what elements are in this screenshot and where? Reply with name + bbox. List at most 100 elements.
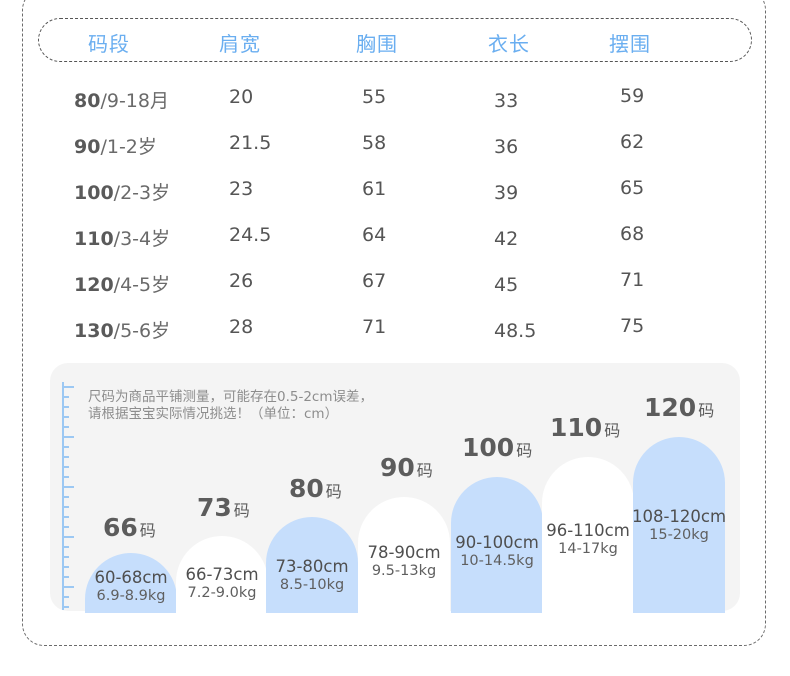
height-range: 90-100cm <box>455 533 539 552</box>
size-bar: 96-110cm 14-17kg <box>542 457 634 613</box>
ruler-tick <box>62 526 69 528</box>
row-size-label: 110/3-4岁 <box>74 224 170 251</box>
size-label: 110 码 <box>550 413 620 442</box>
length-value: 39 <box>494 182 519 204</box>
weight-range: 14-17kg <box>558 541 618 557</box>
size-unit: 码 <box>516 441 533 460</box>
weight-range: 10-14.5kg <box>460 553 534 569</box>
size-unit: 码 <box>139 521 156 540</box>
size-label: 90 码 <box>380 453 433 482</box>
height-range: 66-73cm <box>185 565 259 584</box>
chest-value: 55 <box>362 86 387 108</box>
length-value: 48.5 <box>494 320 537 342</box>
size-label: 120 码 <box>644 393 714 422</box>
size-number: 130 <box>74 320 114 342</box>
row-size-label: 90/1-2岁 <box>74 132 157 159</box>
row-size-label: 100/2-3岁 <box>74 178 170 205</box>
header-length: 衣长 <box>488 32 530 56</box>
ruler-tick <box>62 596 69 598</box>
ruler-tick <box>62 406 69 408</box>
length-value: 36 <box>494 136 519 158</box>
shoulder-value: 26 <box>229 270 254 292</box>
size-unit: 码 <box>416 461 433 480</box>
size-number: 90 <box>380 453 415 482</box>
ruler-tick <box>62 466 69 468</box>
chest-value: 67 <box>362 270 387 292</box>
height-range: 108-120cm <box>631 507 727 526</box>
chest-value: 64 <box>362 224 387 246</box>
ruler-tick <box>62 496 69 498</box>
hem-value: 59 <box>620 85 645 107</box>
shoulder-value: 24.5 <box>229 224 272 246</box>
header-shoulder: 肩宽 <box>219 32 261 56</box>
ruler-tick <box>62 386 74 388</box>
chest-value: 58 <box>362 132 387 154</box>
size-label: 73 码 <box>197 493 250 522</box>
age-range: /1-2岁 <box>100 136 157 158</box>
ruler-tick <box>62 606 69 608</box>
weight-range: 7.2-9.0kg <box>187 585 257 601</box>
header-hem: 摆围 <box>609 32 651 56</box>
ruler-tick <box>62 546 69 548</box>
table-header <box>38 18 752 62</box>
size-unit: 码 <box>604 421 621 440</box>
size-bar: 60-68cm 6.9-8.9kg <box>85 553 177 613</box>
size-bar: 78-90cm 9.5-13kg <box>358 497 450 613</box>
ruler-tick <box>62 456 69 458</box>
row-size-label: 80/9-18月 <box>74 86 169 113</box>
size-number: 110 <box>550 413 603 442</box>
length-value: 33 <box>494 90 519 112</box>
size-number: 73 <box>197 493 232 522</box>
size-number: 120 <box>644 393 697 422</box>
ruler-tick <box>62 426 69 428</box>
shoulder-value: 23 <box>229 178 254 200</box>
chest-value: 61 <box>362 178 387 200</box>
hem-value: 62 <box>620 131 645 153</box>
size-bar: 108-120cm 15-20kg <box>631 437 727 613</box>
shoulder-value: 21.5 <box>229 132 272 154</box>
weight-range: 15-20kg <box>649 527 709 543</box>
ruler-tick <box>62 416 69 418</box>
ruler-tick <box>62 486 74 488</box>
length-value: 45 <box>494 274 519 296</box>
weight-range: 6.9-8.9kg <box>96 588 166 604</box>
header-size: 码段 <box>88 32 130 56</box>
weight-range: 8.5-10kg <box>279 577 345 593</box>
size-unit: 码 <box>698 401 715 420</box>
size-unit: 码 <box>233 501 250 520</box>
hem-value: 68 <box>620 223 645 245</box>
ruler-tick <box>62 586 74 588</box>
size-number: 110 <box>74 228 114 250</box>
ruler-tick <box>62 556 69 558</box>
size-unit: 码 <box>325 482 342 501</box>
size-number: 90 <box>74 136 101 158</box>
size-number: 80 <box>74 90 101 112</box>
size-number: 120 <box>74 274 114 296</box>
height-range: 73-80cm <box>275 557 349 576</box>
size-label: 80 码 <box>289 474 342 503</box>
header-chest: 胸围 <box>356 32 398 56</box>
ruler-tick <box>62 436 74 438</box>
size-bar: 66-73cm 7.2-9.0kg <box>176 536 268 613</box>
ruler-tick <box>62 566 69 568</box>
age-range: /4-5岁 <box>113 274 171 296</box>
size-bar: 90-100cm 10-14.5kg <box>451 477 543 613</box>
ruler-tick <box>62 536 74 538</box>
row-size-label: 120/4-5岁 <box>74 270 170 297</box>
hem-value: 65 <box>620 177 645 199</box>
ruler-tick <box>62 396 69 398</box>
shoulder-value: 28 <box>229 316 254 338</box>
ruler-tick <box>62 446 69 448</box>
length-value: 42 <box>494 228 519 250</box>
measurement-note: 尺码为商品平铺测量，可能存在0.5-2cm误差， <box>88 389 374 405</box>
weight-range: 9.5-13kg <box>371 563 437 579</box>
measurement-note: 请根据宝宝实际情况挑选！（单位：cm） <box>88 406 339 422</box>
size-number: 80 <box>289 474 324 503</box>
row-size-label: 130/5-6岁 <box>74 316 170 343</box>
size-label: 66 码 <box>103 513 156 542</box>
hem-value: 75 <box>620 315 645 337</box>
size-number: 100 <box>462 433 515 462</box>
chest-value: 71 <box>362 316 387 338</box>
ruler-tick <box>62 576 69 578</box>
age-range: /3-4岁 <box>113 228 171 250</box>
